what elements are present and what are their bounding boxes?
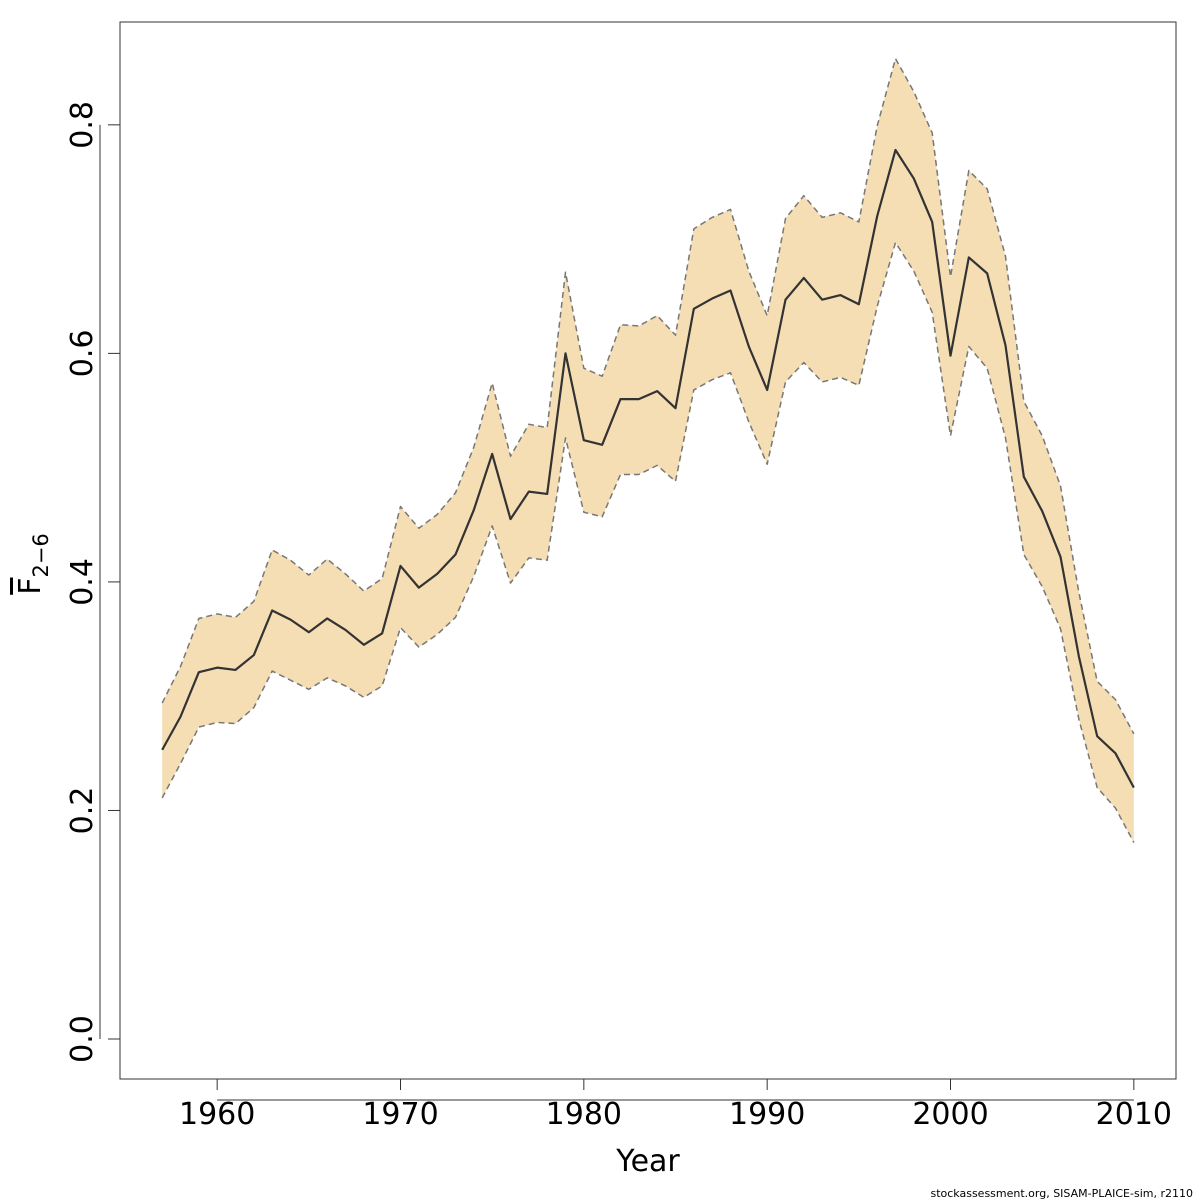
y-axis: 0.0 0.2 0.4 0.6 0.8 — [65, 101, 120, 1063]
x-axis-title: Year — [615, 1144, 680, 1179]
x-tick-label: 1980 — [546, 1097, 622, 1132]
y-axis-title-subscript: 2−6 — [29, 533, 53, 577]
y-tick-label: 0.6 — [65, 330, 100, 378]
x-axis: 1960 1970 1980 1990 2000 2010 — [179, 1079, 1172, 1132]
lower-bound-line — [161, 241, 1135, 843]
footer-credit: stockassessment.org, SISAM-PLAICE-sim, r… — [930, 1187, 1193, 1200]
x-tick-label: 1970 — [362, 1097, 438, 1132]
y-tick-label: 0.8 — [65, 101, 100, 149]
upper-bound-line — [161, 57, 1135, 735]
y-tick-label: 0.0 — [65, 1015, 100, 1063]
y-axis-title: F2−6 — [13, 533, 53, 595]
x-tick-label: 1990 — [729, 1097, 805, 1132]
y-tick-label: 0.2 — [65, 787, 100, 835]
plot-frame — [119, 21, 1177, 1080]
series-line-layer — [161, 57, 1135, 843]
y-axis-title-main: F — [13, 578, 48, 595]
y-tick-label: 0.4 — [65, 558, 100, 606]
x-tick-label: 2000 — [912, 1097, 988, 1132]
svg-text:F2−6: F2−6 — [13, 533, 53, 595]
confidence-band-area — [162, 58, 1134, 843]
confidence-band-layer — [162, 58, 1134, 843]
estimate-line — [161, 148, 1135, 789]
x-tick-label: 2010 — [1096, 1097, 1172, 1132]
x-tick-label: 1960 — [179, 1097, 255, 1132]
